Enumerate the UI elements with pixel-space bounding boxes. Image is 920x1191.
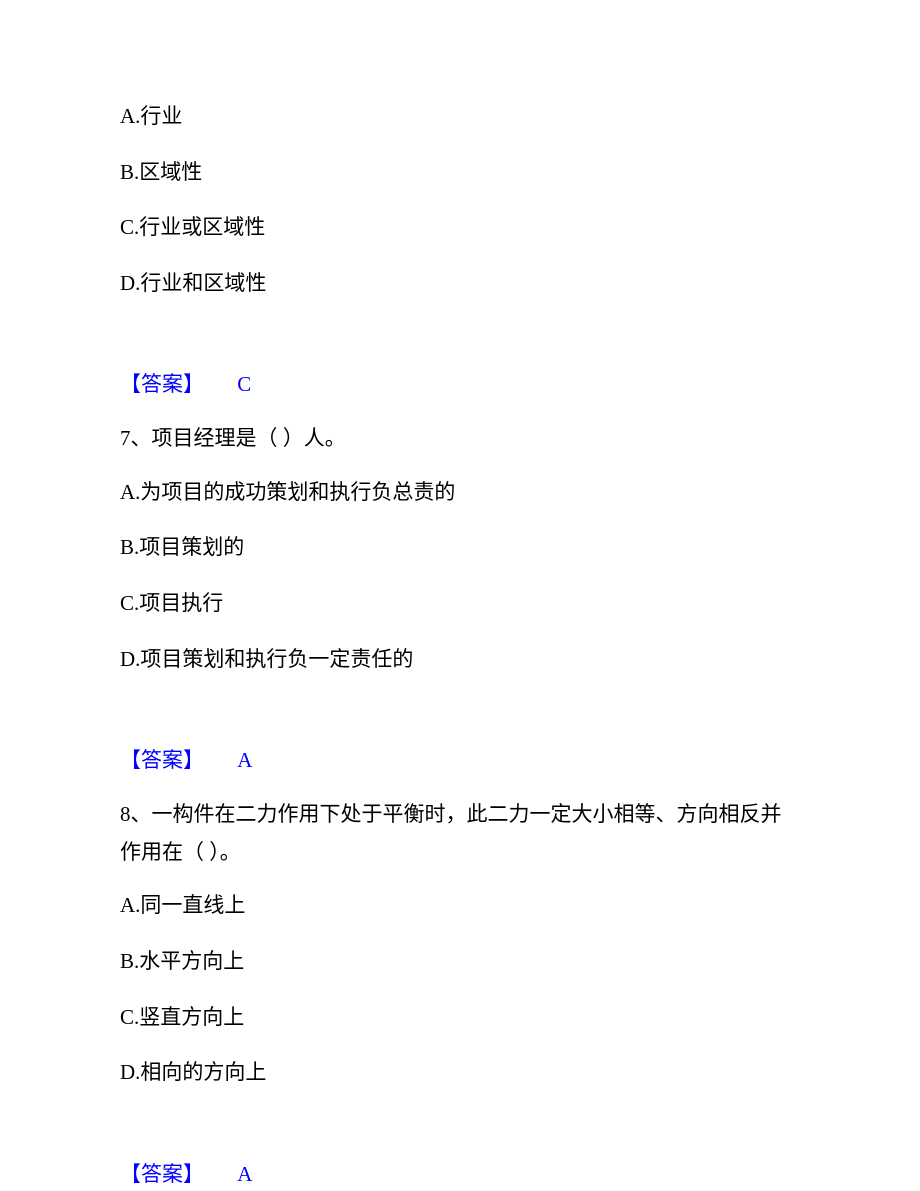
q6-option-c: C.行业或区域性 <box>120 211 800 245</box>
q6-option-a: A.行业 <box>120 100 800 134</box>
q6-answer-value: C <box>237 368 251 402</box>
q8-answer-value: A <box>237 1158 252 1191</box>
q7-text: 7、项目经理是（ ）人。 <box>120 420 800 458</box>
q6-option-d: D.行业和区域性 <box>120 267 800 301</box>
q8-option-c: C.竖直方向上 <box>120 1001 800 1035</box>
q7-option-b: B.项目策划的 <box>120 531 800 565</box>
q7-option-d: D.项目策划和执行负一定责任的 <box>120 643 800 677</box>
q6-answer: 【答案】 C <box>120 368 800 402</box>
q8-option-b: B.水平方向上 <box>120 945 800 979</box>
q8-text: 8、一构件在二力作用下处于平衡时，此二力一定大小相等、方向相反并作用在（ ）。 <box>120 796 800 872</box>
q7-option-a: A.为项目的成功策划和执行负总责的 <box>120 476 800 510</box>
q8-answer: 【答案】 A <box>120 1158 800 1191</box>
q6-option-b: B.区域性 <box>120 156 800 190</box>
q8-answer-label: 【答案】 <box>120 1158 204 1191</box>
q7-option-c: C.项目执行 <box>120 587 800 621</box>
q8-option-a: A.同一直线上 <box>120 889 800 923</box>
q7-answer: 【答案】 A <box>120 744 800 778</box>
q7-answer-label: 【答案】 <box>120 744 204 778</box>
q6-answer-label: 【答案】 <box>120 368 204 402</box>
q7-answer-value: A <box>237 744 252 778</box>
q8-option-d: D.相向的方向上 <box>120 1056 800 1090</box>
